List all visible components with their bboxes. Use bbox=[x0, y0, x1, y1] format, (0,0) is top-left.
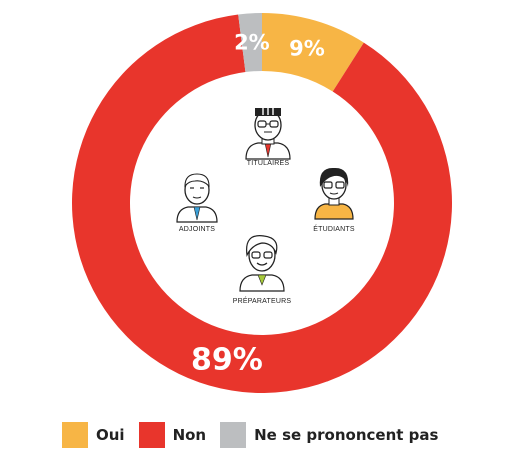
legend-label-non: Non bbox=[172, 426, 207, 444]
slice-ne-se-prononcent-pas bbox=[238, 13, 262, 73]
titulaire-icon bbox=[245, 108, 291, 160]
role-label-adjoints: ADJOINTS bbox=[179, 226, 215, 233]
legend-swatch-oui bbox=[62, 422, 88, 448]
etudiant-icon bbox=[314, 167, 354, 220]
donut-chart: 9% 89% 2% TITULAIRES ADJOINTS ÉTUDIANTS bbox=[71, 13, 453, 394]
legend-label-oui: Oui bbox=[96, 426, 125, 444]
donut-slices bbox=[71, 13, 453, 394]
slice-non bbox=[71, 14, 453, 394]
percentage-labels: 9% 89% 2% bbox=[191, 30, 325, 377]
legend-swatch-non bbox=[138, 422, 165, 448]
legend-item-oui: Oui bbox=[62, 422, 125, 448]
legend-item-non: Non bbox=[138, 422, 207, 448]
legend-swatch-ne-se-prononcent-pas bbox=[220, 422, 247, 448]
value-label-ne-se-prononcent-pas: 2% bbox=[234, 30, 270, 54]
role-label-titulaires: TITULAIRES bbox=[247, 160, 290, 167]
chart-legend: Oui Non Ne se prononcent pas bbox=[62, 420, 452, 450]
role-label-preparateurs: PRÉPARATEURS bbox=[233, 296, 292, 305]
slice-oui bbox=[262, 13, 364, 92]
adjoint-icon bbox=[176, 173, 218, 223]
legend-item-ne-se-prononcent-pas: Ne se prononcent pas bbox=[220, 422, 438, 448]
value-label-non: 89% bbox=[191, 343, 263, 378]
legend-label-ne-se-prononcent-pas: Ne se prononcent pas bbox=[254, 426, 439, 444]
value-label-oui: 9% bbox=[289, 36, 325, 60]
preparateur-icon bbox=[239, 235, 285, 292]
role-label-etudiants: ÉTUDIANTS bbox=[313, 224, 355, 233]
